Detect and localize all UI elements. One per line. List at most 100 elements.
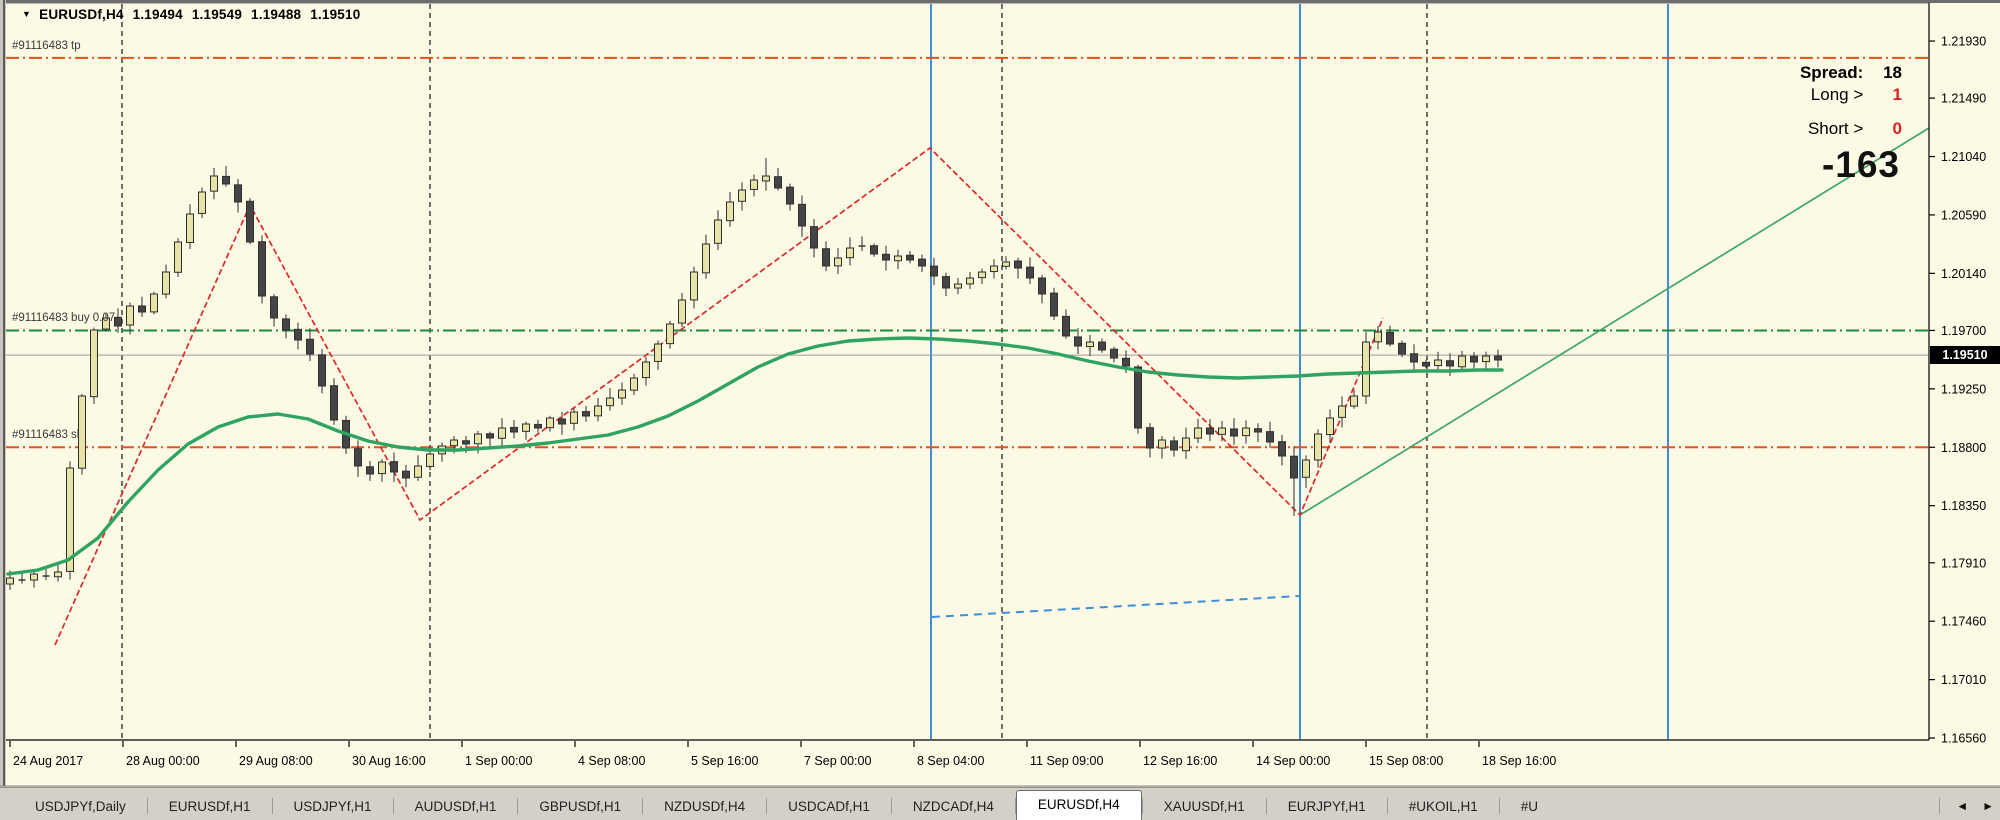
candlestick [1218, 427, 1226, 435]
zigzag-line [54, 146, 1384, 646]
candlestick [1014, 260, 1022, 269]
tab-separator [271, 798, 273, 814]
candlestick [198, 191, 206, 214]
tab-ukoil-h1[interactable]: #UKOIL,H1 [1408, 799, 1478, 814]
candlestick [354, 448, 362, 467]
moving-average-line[interactable] [6, 336, 1504, 576]
tab-audusdf-h1[interactable]: AUDUSDf,H1 [414, 799, 497, 814]
candlestick [306, 338, 314, 355]
tab-nzdcadf-h4[interactable]: NZDCADf,H4 [912, 799, 994, 814]
candlestick [678, 299, 686, 324]
price-tick-label: 1.17460 [1941, 615, 1986, 629]
tab-usdcadf-h1[interactable]: USDCADf,H1 [788, 799, 870, 814]
tab-xauusdf-h1[interactable]: XAUUSDf,H1 [1163, 799, 1245, 814]
tab-u[interactable]: #U [1520, 799, 1539, 814]
candlestick [570, 411, 578, 424]
candlestick [654, 343, 662, 362]
tabs-scroll-left-icon[interactable]: ◄ [1956, 799, 1969, 813]
candlestick [822, 248, 830, 267]
tab-usdjpyf-h1[interactable]: USDJPYf,H1 [293, 799, 372, 814]
candlestick [174, 241, 182, 273]
candlestick [1242, 427, 1250, 437]
candlestick [954, 283, 962, 289]
candlestick [1386, 331, 1394, 345]
price-tick-label: 1.20140 [1941, 267, 1986, 281]
tab-separator [1014, 798, 1016, 814]
candlestick [1458, 355, 1466, 368]
time-tick-label: 29 Aug 08:00 [239, 754, 313, 768]
chevron-down-icon: ▼ [22, 9, 32, 19]
candlestick [846, 247, 854, 259]
long-row: Long > 1 [1800, 84, 1902, 106]
time-tick-label: 15 Sep 08:00 [1369, 754, 1443, 768]
candlestick [1326, 417, 1334, 436]
candlestick [1266, 431, 1274, 443]
current-price-box: 1.19510 [1930, 346, 2000, 364]
short-label: Short > [1807, 119, 1864, 138]
candlestick [1062, 315, 1070, 337]
candlestick [546, 417, 554, 429]
tab-separator [1386, 798, 1388, 814]
candlestick [1278, 441, 1286, 457]
price-tick-label: 1.18800 [1941, 441, 1986, 455]
candlestick [834, 257, 842, 267]
candlestick [1194, 427, 1202, 439]
tab-separator [146, 798, 148, 814]
tab-gbpusdf-h1[interactable]: GBPUSDf,H1 [539, 799, 622, 814]
symbol-period-label: EURUSDf,H4 [39, 7, 124, 22]
candlestick [1098, 341, 1106, 351]
candlestick [450, 439, 458, 447]
candlestick [318, 354, 326, 387]
tab-eurjpyf-h1[interactable]: EURJPYf,H1 [1287, 799, 1366, 814]
short-value: 0 [1892, 119, 1902, 138]
candlestick [150, 293, 158, 313]
candlestick [1398, 342, 1406, 355]
candlestick [294, 328, 302, 341]
dashed-trend-segment[interactable] [931, 595, 1300, 618]
candlestick [1170, 440, 1178, 451]
candlestick [1494, 355, 1502, 361]
tab-separator [1498, 798, 1500, 814]
chart-background [6, 3, 2000, 740]
candlestick [258, 241, 266, 297]
price-chart[interactable]: 1.21930 1.21490 1.21040 1.20590 1.20140 1.197… [0, 0, 2000, 787]
time-tick-label: 4 Sep 08:00 [578, 754, 645, 768]
candlestick [246, 200, 254, 243]
indicator-counter-value: -163 [1821, 144, 1900, 185]
candlestick [798, 203, 806, 227]
tab-nzdusdf-h4[interactable]: NZDUSDf,H4 [664, 799, 746, 814]
candlestick [582, 411, 590, 417]
candlestick [390, 461, 398, 473]
candlestick [474, 433, 482, 445]
candlestick [1434, 359, 1442, 367]
tabs-scroll-right-icon[interactable]: ► [1982, 799, 1994, 813]
candlestick [714, 219, 722, 244]
candlestick [78, 395, 86, 469]
tabs-scroll-controls: ◄ ► [1929, 798, 1994, 814]
candlestick [906, 254, 914, 261]
tab-eurusdf-h4[interactable]: EURUSDf,H4 [1015, 790, 1142, 820]
candlestick [762, 175, 770, 182]
candlestick [1290, 455, 1298, 479]
candlestick [30, 573, 38, 581]
candlestick [210, 175, 218, 192]
candlestick [666, 323, 674, 345]
candlestick [1350, 395, 1358, 407]
candlestick [558, 418, 566, 425]
candlestick [690, 271, 698, 301]
candlestick [102, 317, 110, 330]
candlestick [186, 213, 194, 243]
candlestick [1470, 355, 1478, 363]
ohlc-close: 1.19510 [310, 7, 361, 22]
time-tick-label: 11 Sep 09:00 [1030, 754, 1103, 768]
candlestick [810, 226, 818, 249]
candlestick [1026, 266, 1034, 279]
tab-usdjpyf-daily[interactable]: USDJPYf,Daily [35, 799, 126, 814]
candlestick [1446, 360, 1454, 367]
candlestick [6, 577, 14, 585]
candlestick [378, 461, 386, 475]
spread-value: 18 [1883, 63, 1902, 82]
ascending-trendline[interactable] [1299, 127, 1930, 516]
candlestick [414, 465, 422, 478]
tab-eurusdf-h1[interactable]: EURUSDf,H1 [168, 799, 251, 814]
